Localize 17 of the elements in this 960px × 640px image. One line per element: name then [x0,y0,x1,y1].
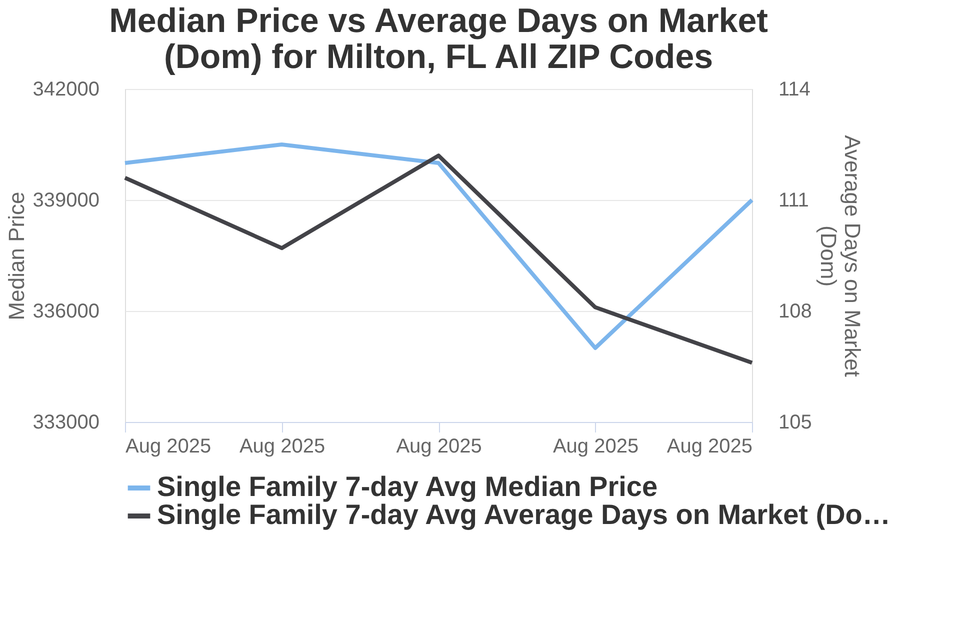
y-tick-label: 336000 [32,300,100,322]
x-tick-label: Aug 2025 [666,436,752,458]
y-tick-label: 339000 [32,190,100,212]
legend-label: Single Family 7-day Avg Median Price [157,471,658,502]
y-tick-label: 342000 [32,78,100,100]
x-tick-label: Aug 2025 [552,436,639,458]
y2-tick-label: 114 [778,78,810,100]
x-tick-label: Aug 2025 [396,436,482,458]
x-tick-label: Aug 2025 [126,436,212,458]
y2-axis-title: Average Days on Market (Dom) [816,135,865,377]
x-tick-label: Aug 2025 [239,436,326,458]
y2-tick-label: 105 [778,412,812,434]
y-axis-title: Median Price [4,192,29,320]
y2-tick-label: 108 [778,300,812,322]
y-tick-label: 333000 [32,412,100,434]
y2-tick-label: 111 [778,190,809,212]
chart-title: Median Price vs Average Days on Market (Dom) for Milton, FL All ZIP Codes [109,2,768,76]
